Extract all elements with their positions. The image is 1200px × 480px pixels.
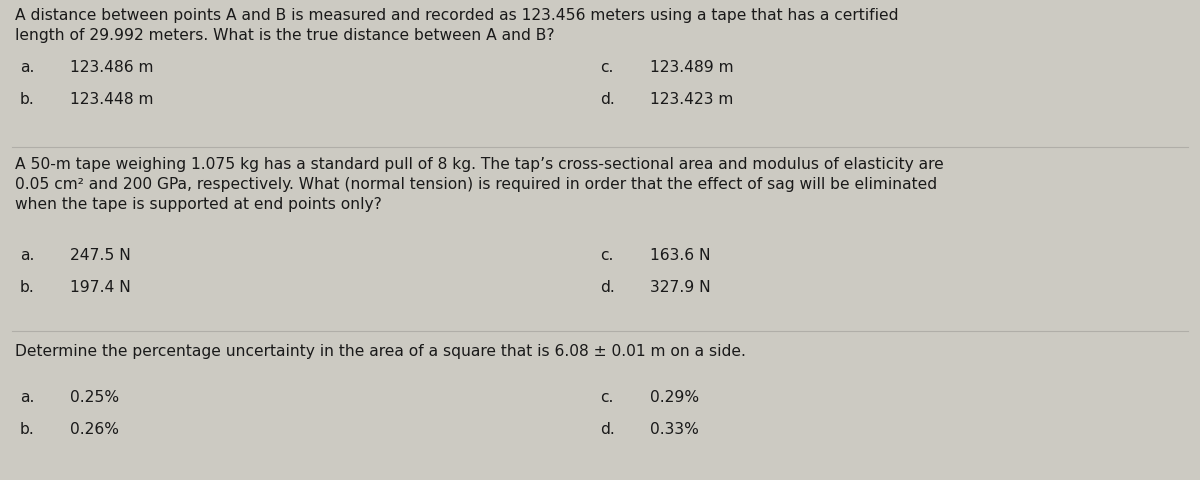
Text: 123.448 m: 123.448 m	[70, 92, 154, 107]
Text: 163.6 N: 163.6 N	[650, 248, 710, 263]
Text: d.: d.	[600, 421, 614, 436]
Text: c.: c.	[600, 60, 613, 75]
Text: 0.26%: 0.26%	[70, 421, 119, 436]
Text: 197.4 N: 197.4 N	[70, 279, 131, 294]
Text: 123.489 m: 123.489 m	[650, 60, 733, 75]
Text: d.: d.	[600, 279, 614, 294]
Text: 247.5 N: 247.5 N	[70, 248, 131, 263]
Text: c.: c.	[600, 389, 613, 404]
Text: d.: d.	[600, 92, 614, 107]
Text: 123.486 m: 123.486 m	[70, 60, 154, 75]
Text: 327.9 N: 327.9 N	[650, 279, 710, 294]
Text: Determine the percentage uncertainty in the area of a square that is 6.08 ± 0.01: Determine the percentage uncertainty in …	[14, 343, 746, 358]
Text: a.: a.	[20, 60, 35, 75]
Text: 0.25%: 0.25%	[70, 389, 119, 404]
Text: A 50-m tape weighing 1.075 kg has a standard pull of 8 kg. The tap’s cross-secti: A 50-m tape weighing 1.075 kg has a stan…	[14, 156, 943, 211]
Text: b.: b.	[20, 92, 35, 107]
Text: c.: c.	[600, 248, 613, 263]
Text: a.: a.	[20, 248, 35, 263]
Text: A distance between points A and B is measured and recorded as 123.456 meters usi: A distance between points A and B is mea…	[14, 8, 899, 43]
Text: 0.29%: 0.29%	[650, 389, 700, 404]
Text: b.: b.	[20, 279, 35, 294]
Text: a.: a.	[20, 389, 35, 404]
Text: 123.423 m: 123.423 m	[650, 92, 733, 107]
Text: 0.33%: 0.33%	[650, 421, 698, 436]
Text: b.: b.	[20, 421, 35, 436]
